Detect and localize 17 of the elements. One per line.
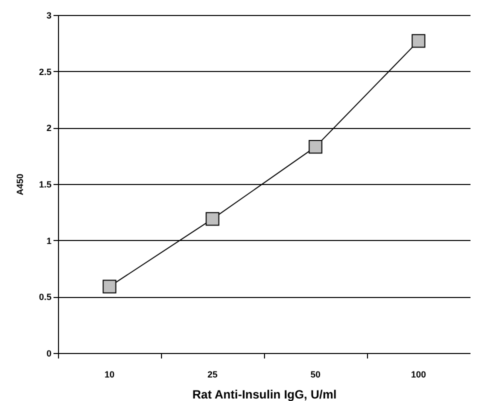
x-tick-label: 100: [410, 370, 426, 380]
x-axis-title: Rat Anti-Insulin IgG, U/ml: [192, 388, 337, 401]
y-tick-label: 3: [46, 10, 52, 20]
x-tick-label: 10: [104, 370, 115, 380]
point: [102, 280, 116, 294]
point: [206, 212, 220, 226]
point: [308, 140, 322, 154]
x-tick-label: 50: [310, 370, 321, 380]
y-tick-label: 2.5: [38, 66, 52, 77]
y-tick-label: 1.5: [38, 180, 52, 190]
y-tick-label: 0.5: [38, 292, 52, 302]
y-tick-label: 0: [46, 348, 52, 358]
x-tick-label: 25: [207, 370, 218, 380]
y-tick-label: 1: [46, 236, 52, 246]
point: [412, 34, 426, 48]
y-axis-title: A450: [14, 174, 25, 196]
y-tick-label: 2: [46, 123, 52, 134]
